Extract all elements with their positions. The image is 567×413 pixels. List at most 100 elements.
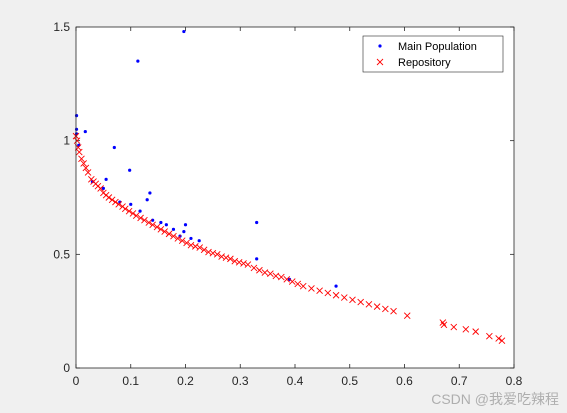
main-population-point <box>112 145 116 150</box>
repository-point <box>105 194 113 201</box>
repository-point <box>357 298 365 306</box>
repository-point <box>267 270 274 277</box>
repository-point <box>80 160 87 167</box>
repository-point <box>205 248 212 256</box>
x-tick-label: 0.6 <box>396 374 413 388</box>
main-population-point <box>183 223 188 227</box>
main-population-point <box>74 127 79 131</box>
repository-point <box>277 273 285 281</box>
repository-point <box>256 266 263 274</box>
repository-point <box>231 257 239 265</box>
main-population-point <box>189 236 193 241</box>
x-tick-label: 0.7 <box>451 374 468 388</box>
main-population-point <box>104 177 108 181</box>
y-tick-label: 0 <box>63 361 70 375</box>
main-population-point <box>74 114 79 118</box>
repository-point <box>240 260 247 267</box>
repository-point <box>137 214 144 222</box>
repository-point <box>183 239 190 247</box>
x-tick-label: 0.8 <box>506 374 523 388</box>
repository-point <box>145 219 153 226</box>
repository-point <box>196 244 204 251</box>
repository-point <box>340 294 348 301</box>
repository-point <box>149 221 156 229</box>
repository-point <box>157 226 165 233</box>
repository-point <box>294 280 302 288</box>
main-population-point <box>101 186 105 191</box>
repository-point <box>472 328 479 335</box>
repository-point <box>283 276 291 283</box>
main-population-point <box>129 202 133 206</box>
repository-point <box>187 241 195 249</box>
data-marks <box>72 29 506 345</box>
repository-point <box>235 258 243 266</box>
repository-point <box>82 164 90 172</box>
repository-point <box>288 278 296 285</box>
y-tick-label: 1.5 <box>53 20 70 34</box>
repository-point <box>382 305 389 313</box>
x-tick-label: 0.5 <box>341 374 358 388</box>
repository-point <box>97 185 104 192</box>
x-tick-label: 0.1 <box>122 374 139 388</box>
repository-point <box>450 323 458 331</box>
repository-point <box>132 212 140 220</box>
repository-point <box>261 269 269 276</box>
repository-point <box>84 169 92 176</box>
repository-point <box>115 201 123 208</box>
repository-point <box>141 216 148 224</box>
repository-point <box>403 312 411 320</box>
main-population-point <box>151 218 155 222</box>
repository-point <box>332 291 340 299</box>
repository-point <box>227 255 234 263</box>
main-population-point <box>159 220 163 225</box>
repository-point <box>486 332 493 340</box>
repository-point <box>365 301 373 308</box>
legend-marker-main-population <box>378 44 382 48</box>
main-population-point <box>171 227 176 231</box>
repository-point <box>373 303 381 310</box>
axes-background <box>76 27 514 368</box>
x-tick-label: 0.4 <box>287 374 304 388</box>
main-population-point <box>138 209 142 213</box>
main-population-point <box>164 223 168 227</box>
legend-label: Main Population <box>398 41 477 53</box>
main-population-point <box>334 284 338 288</box>
x-tick-label: 0.2 <box>177 374 194 388</box>
main-population-point <box>148 191 152 195</box>
repository-point <box>200 246 208 254</box>
repository-point <box>222 254 230 262</box>
repository-point <box>498 337 506 345</box>
legend-marker-repository <box>376 58 384 66</box>
legend-box <box>362 35 504 73</box>
repository-point <box>153 223 161 231</box>
x-tick-label: 0 <box>73 374 80 388</box>
repository-point <box>192 243 199 250</box>
repository-point <box>73 137 81 144</box>
main-population-point <box>255 220 259 225</box>
repository-point <box>170 232 177 240</box>
y-tick-label: 0.5 <box>53 247 70 261</box>
repository-point <box>165 230 173 238</box>
repository-point <box>75 148 83 156</box>
repository-point <box>178 237 186 245</box>
repository-point <box>125 207 133 215</box>
repository-point <box>112 198 119 206</box>
main-population-point <box>182 230 186 234</box>
repository-point <box>440 321 448 329</box>
main-population-point <box>197 239 201 243</box>
repository-point <box>161 228 169 235</box>
repository-point <box>349 296 356 304</box>
repository-point <box>209 249 217 257</box>
repository-point <box>250 264 258 272</box>
main-population-point <box>255 257 259 261</box>
x-tick-label: 0.3 <box>232 374 249 388</box>
repository-point <box>213 251 221 258</box>
main-population-point <box>136 59 140 63</box>
repository-point <box>390 307 397 315</box>
repository-point <box>272 272 280 280</box>
repository-point <box>108 196 116 204</box>
repository-point <box>78 155 85 163</box>
repository-point <box>495 335 502 342</box>
legend-label: Repository <box>398 57 451 69</box>
